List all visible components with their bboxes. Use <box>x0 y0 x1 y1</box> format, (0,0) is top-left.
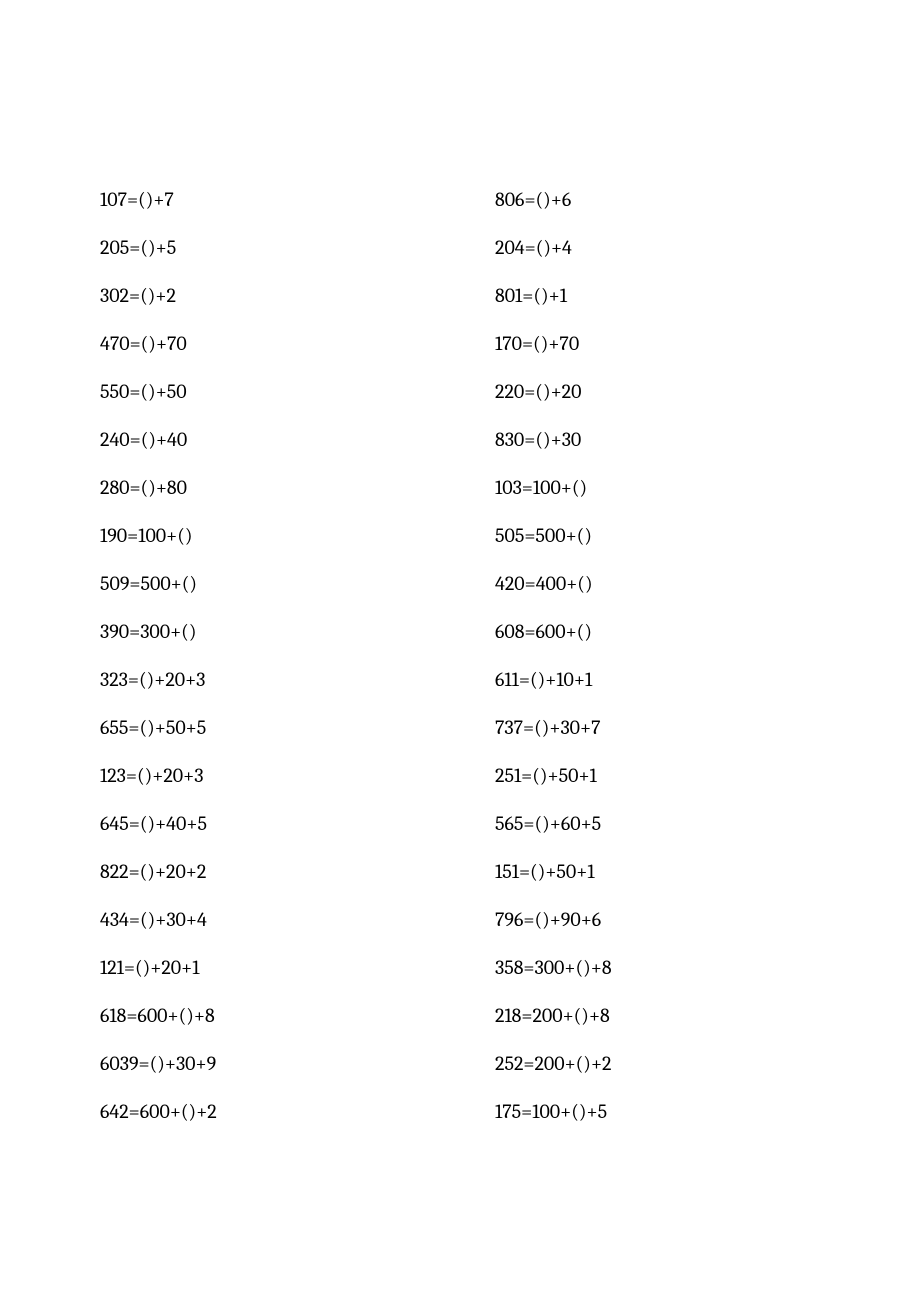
equation: 565=()+60+5 <box>495 812 820 836</box>
equation: 121=()+20+1 <box>100 956 425 980</box>
worksheet-page: 107=()+7 205=()+5 302=()+2 470=()+70 550… <box>0 0 920 1224</box>
equation: 220=()+20 <box>495 380 820 404</box>
equation: 806=()+6 <box>495 188 820 212</box>
equation: 420=400+() <box>495 572 820 596</box>
equation: 737=()+30+7 <box>495 716 820 740</box>
equation: 390=300+() <box>100 620 425 644</box>
equation: 323=()+20+3 <box>100 668 425 692</box>
equation: 151=()+50+1 <box>495 860 820 884</box>
equation: 204=()+4 <box>495 236 820 260</box>
right-column: 806=()+6 204=()+4 801=()+1 170=()+70 220… <box>495 188 820 1124</box>
equation: 190=100+() <box>100 524 425 548</box>
equation: 801=()+1 <box>495 284 820 308</box>
equation: 302=()+2 <box>100 284 425 308</box>
equation: 470=()+70 <box>100 332 425 356</box>
equation: 830=()+30 <box>495 428 820 452</box>
equation: 103=100+() <box>495 476 820 500</box>
equation: 796=()+90+6 <box>495 908 820 932</box>
equation: 618=600+()+8 <box>100 1004 425 1028</box>
equation: 240=()+40 <box>100 428 425 452</box>
left-column: 107=()+7 205=()+5 302=()+2 470=()+70 550… <box>100 188 425 1124</box>
equation: 205=()+5 <box>100 236 425 260</box>
equation: 280=()+80 <box>100 476 425 500</box>
equation: 252=200+()+2 <box>495 1052 820 1076</box>
equation: 509=500+() <box>100 572 425 596</box>
equation: 251=()+50+1 <box>495 764 820 788</box>
equation: 642=600+()+2 <box>100 1100 425 1124</box>
equation: 822=()+20+2 <box>100 860 425 884</box>
equation: 218=200+()+8 <box>495 1004 820 1028</box>
equation: 170=()+70 <box>495 332 820 356</box>
equation: 358=300+()+8 <box>495 956 820 980</box>
equation: 505=500+() <box>495 524 820 548</box>
equation: 175=100+()+5 <box>495 1100 820 1124</box>
equation: 655=()+50+5 <box>100 716 425 740</box>
equation: 123=()+20+3 <box>100 764 425 788</box>
equation: 645=()+40+5 <box>100 812 425 836</box>
equation: 550=()+50 <box>100 380 425 404</box>
equation: 6039=()+30+9 <box>100 1052 425 1076</box>
equation: 107=()+7 <box>100 188 425 212</box>
equation: 611=()+10+1 <box>495 668 820 692</box>
equation: 608=600+() <box>495 620 820 644</box>
equation: 434=()+30+4 <box>100 908 425 932</box>
